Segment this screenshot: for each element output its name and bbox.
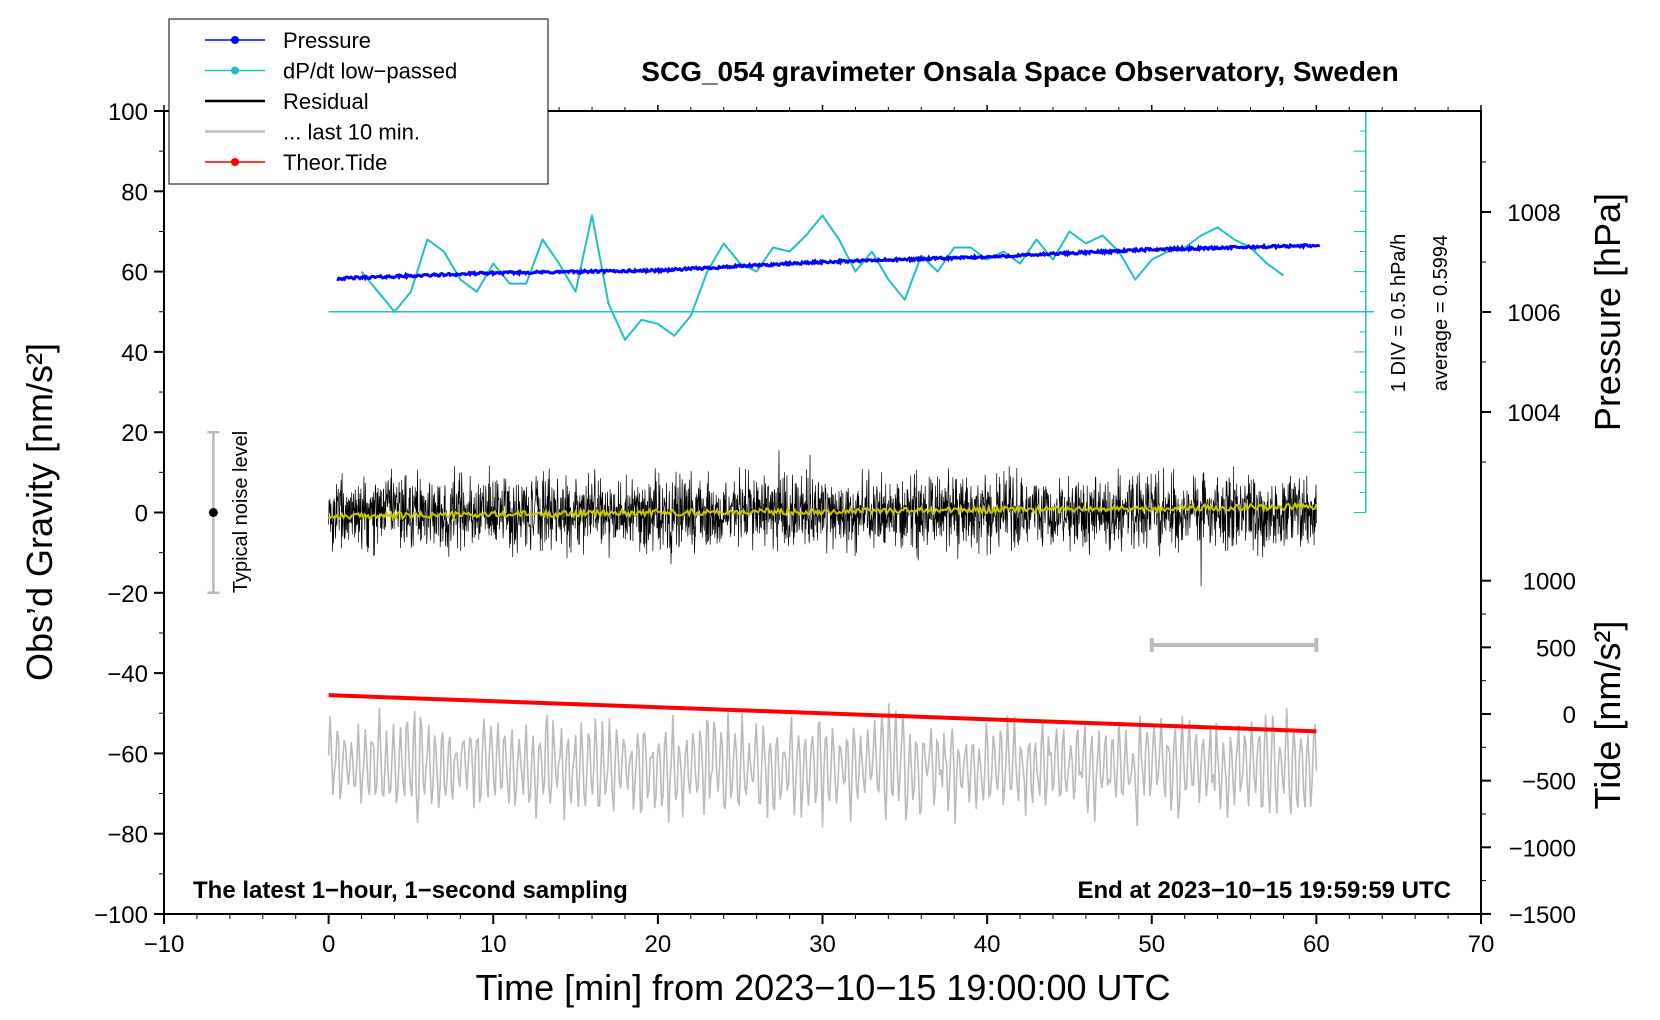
x-tick-label: 50 [1138, 931, 1165, 958]
pressure-tick-label: 1006 [1507, 300, 1560, 327]
y-tick-label: 20 [121, 420, 148, 447]
annotation-end-time: End at 2023−10−15 19:59:59 UTC [1077, 877, 1451, 904]
y-tick-label: −100 [94, 902, 148, 929]
y-tick-label: 0 [135, 501, 148, 528]
chart-series [207, 110, 1374, 828]
y-tick-label: 100 [108, 99, 148, 126]
tide-tick-label: 1000 [1523, 569, 1576, 596]
series-last-10-min [327, 703, 1318, 828]
y-tick-label: 80 [121, 179, 148, 206]
noise-level-label: Typical noise level [230, 431, 252, 593]
y-axis-label-tide: Tide [nm/s²] [1587, 621, 1628, 810]
series-residual-mean [328, 501, 1318, 522]
series-residual [328, 450, 1317, 587]
x-tick-label: 10 [480, 931, 507, 958]
pressure-tick-label: 1008 [1507, 200, 1560, 227]
legend-label: Residual [283, 89, 369, 114]
x-tick-label: 20 [645, 931, 672, 958]
tide-tick-label: −1500 [1509, 902, 1576, 929]
series-pressure [336, 242, 1321, 282]
y-axis-label-left: Obs’d Gravity [nm/s²] [19, 343, 60, 681]
y-tick-label: 60 [121, 260, 148, 287]
y-tick-label: −40 [107, 661, 148, 688]
legend-entries: Pressure dP/dt low−passed Residual ... last… [205, 28, 457, 175]
y-tick-label: 40 [121, 340, 148, 367]
series-dpdt [360, 214, 1285, 341]
tide-tick-label: 500 [1536, 635, 1576, 662]
chart-legend: Pressure dP/dt low−passed Residual ... last… [168, 18, 549, 185]
y-tick-label: −20 [107, 581, 148, 608]
y-tick-label: −60 [107, 741, 148, 768]
chart-title: SCG_054 gravimeter Onsala Space Observat… [641, 56, 1398, 87]
chart-ticks: −10 0 10 20 30 40 50 60 70−100−80−60−40−20020406… [94, 99, 1576, 958]
legend-marker [231, 158, 239, 166]
y-tick-label: −80 [107, 822, 148, 849]
legend-marker [231, 66, 239, 75]
x-tick-label: 70 [1468, 931, 1495, 958]
dpdt-scale-label: 1 DIV = 0.5 hPa/h [1388, 234, 1410, 392]
x-tick-label: −10 [144, 931, 185, 958]
legend-marker [231, 36, 239, 44]
legend-label: ... last 10 min. [283, 120, 420, 145]
tide-tick-label: 0 [1563, 702, 1576, 729]
plot-frame [163, 110, 1482, 915]
series-theor-tide [328, 693, 1317, 734]
dpdt-average-label: average = 0.5994 [1430, 235, 1452, 391]
x-tick-label: 30 [809, 931, 836, 958]
x-tick-label: 60 [1303, 931, 1330, 958]
x-axis-label: Time [min] from 2023−10−15 19:00:00 UTC [475, 967, 1170, 1008]
x-tick-label: 40 [974, 931, 1001, 958]
noise-bar-center [208, 508, 218, 517]
x-tick-label: 0 [322, 931, 335, 958]
tide-tick-label: −500 [1522, 769, 1576, 796]
pressure-tick-label: 1004 [1507, 400, 1560, 427]
annotation-sampling: The latest 1−hour, 1−second sampling [193, 877, 628, 904]
y-axis-label-pressure: Pressure [hPa] [1587, 193, 1628, 431]
legend-label: Pressure [283, 28, 371, 53]
legend-label: dP/dt low−passed [283, 59, 457, 84]
tide-tick-label: −1000 [1509, 835, 1576, 862]
legend-label: Theor.Tide [283, 150, 387, 175]
